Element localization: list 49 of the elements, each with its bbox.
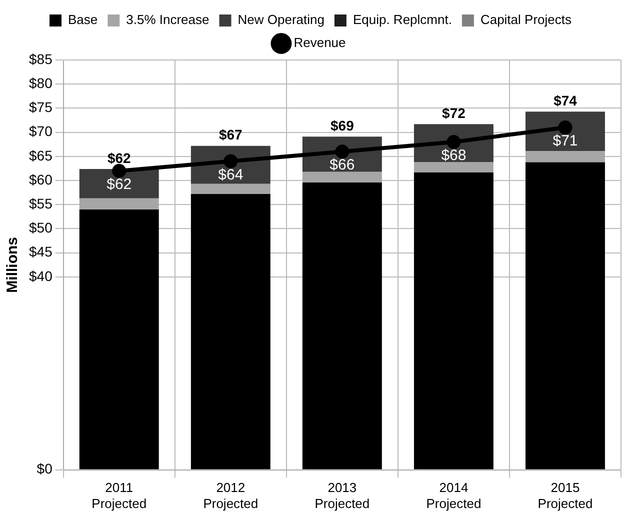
point xyxy=(112,164,126,178)
bar xyxy=(526,151,605,162)
bar xyxy=(414,162,494,172)
bar xyxy=(526,162,605,470)
data-label: $68 xyxy=(441,147,466,164)
data-label: $62 xyxy=(106,176,132,194)
legend-label: New Operating xyxy=(238,12,324,28)
x-tick-label: 2012 Projected xyxy=(203,480,258,511)
data-label: $64 xyxy=(218,166,244,184)
x-tick-label: 2013 Projected xyxy=(314,480,370,511)
total-label: $67 xyxy=(218,126,243,143)
bar xyxy=(526,112,605,152)
bar xyxy=(190,184,270,194)
total-label: $74 xyxy=(554,92,578,108)
y-tick-label: $65 xyxy=(29,147,53,164)
total-label: $62 xyxy=(107,150,132,166)
bar xyxy=(190,194,270,470)
legend-label: Base xyxy=(68,12,98,28)
point xyxy=(335,144,350,159)
y-tick-label: $0 xyxy=(36,460,53,477)
x-tick-label: 2011 Projected xyxy=(92,480,147,511)
y-tick-label: $50 xyxy=(29,220,53,236)
total-label: $72 xyxy=(442,104,466,121)
y-tick-label: $75 xyxy=(29,99,53,116)
x-tick-label: 2014 Projected xyxy=(426,480,482,511)
bar xyxy=(414,172,494,470)
y-tick-label: $40 xyxy=(29,268,53,284)
y-tick-label: $80 xyxy=(29,74,53,91)
y-tick-label: $45 xyxy=(29,244,53,260)
y-axis-title: Millions xyxy=(4,236,22,293)
point xyxy=(224,154,238,168)
bar xyxy=(302,172,382,182)
y-tick-label: $55 xyxy=(29,195,53,212)
data-label: $66 xyxy=(330,156,355,174)
x-tick-label: 2015 Projected xyxy=(538,480,593,511)
legend-label: Revenue xyxy=(294,35,346,50)
bar xyxy=(79,198,159,210)
legend-label: Capital Projects xyxy=(480,12,572,28)
data-label: $71 xyxy=(552,132,578,150)
y-tick-label: $60 xyxy=(29,171,53,188)
y-tick-label: $85 xyxy=(29,50,53,67)
bar xyxy=(79,209,159,470)
point xyxy=(558,120,572,134)
total-label: $69 xyxy=(330,118,354,134)
point xyxy=(446,134,461,149)
legend-label: 3.5% Increase xyxy=(126,12,210,28)
legend-label: Equip. Replcmnt. xyxy=(352,12,452,28)
bar xyxy=(302,182,382,470)
y-tick-label: $70 xyxy=(29,123,53,140)
